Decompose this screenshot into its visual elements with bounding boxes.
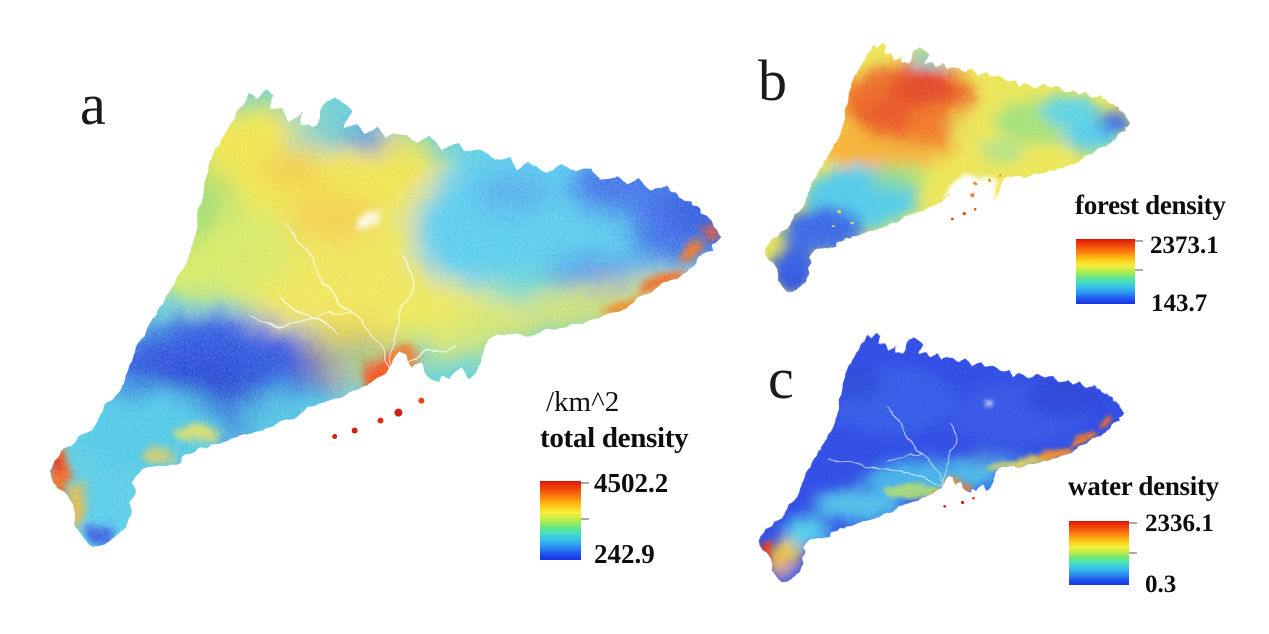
legend-title-total-density: total density xyxy=(540,422,689,454)
map-forest-density xyxy=(764,44,1131,293)
colorbar-tick-top xyxy=(1135,240,1143,242)
colorbar-max-label: 2336.1 xyxy=(1145,510,1214,537)
colorbar-tick-top xyxy=(581,482,589,484)
colorbar-max-label: 4502.2 xyxy=(594,468,669,498)
colorbar-water-density xyxy=(1069,521,1129,585)
panel-label-c: c xyxy=(768,346,794,411)
colorbar-min-label: 143.7 xyxy=(1151,290,1208,317)
colorbar-min-label: 0.3 xyxy=(1145,571,1177,598)
colorbar-forest-density xyxy=(1076,239,1135,304)
colorbar-total-density xyxy=(540,481,581,560)
colorbar-min-label: 242.9 xyxy=(594,539,655,569)
river-lines xyxy=(246,222,455,371)
island-dots xyxy=(332,397,425,439)
panel-label-a: a xyxy=(80,72,106,137)
legend-unit: /km^2 xyxy=(546,386,620,418)
legend-title-water-density: water density xyxy=(1068,471,1219,501)
legend-title-forest-density: forest density xyxy=(1075,190,1226,220)
map-water-density xyxy=(758,334,1125,583)
panel-label-b: b xyxy=(758,48,787,113)
map-total-density xyxy=(49,91,722,549)
island-dots xyxy=(943,496,975,508)
colorbar-tick-mid xyxy=(1129,552,1137,554)
colorbar-max-label: 2373.1 xyxy=(1150,232,1219,259)
colorbar-tick-mid xyxy=(1135,269,1143,271)
river-lines xyxy=(828,405,956,487)
island-dots xyxy=(950,207,977,221)
colorbar-tick-top xyxy=(1129,522,1137,524)
colorbar-tick-mid xyxy=(581,518,589,520)
